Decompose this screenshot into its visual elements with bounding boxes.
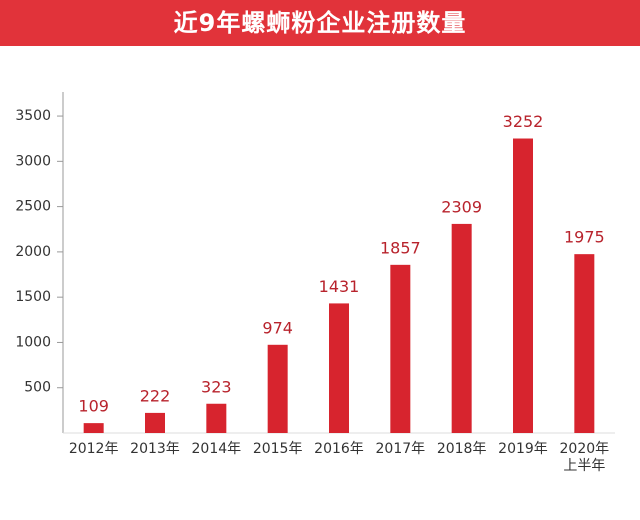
y-tick-label: 1500 xyxy=(15,289,51,305)
bar xyxy=(329,303,349,433)
bar xyxy=(206,403,227,433)
value-label: 109 xyxy=(78,397,109,416)
value-label: 222 xyxy=(140,386,171,405)
y-tick-label: 3500 xyxy=(15,108,51,124)
bar xyxy=(513,138,533,433)
x-tick-label: 2016年 xyxy=(314,441,364,457)
y-tick-label: 2000 xyxy=(15,244,51,260)
x-tick-label: 2020年 上半年 xyxy=(559,441,610,474)
chart-title: 近9年螺蛳粉企业注册数量 xyxy=(0,0,640,46)
bar xyxy=(574,254,595,433)
bar xyxy=(390,264,411,433)
value-label: 974 xyxy=(262,318,293,337)
y-tick-label: 2500 xyxy=(15,199,51,215)
x-tick-label: 2018年 xyxy=(436,441,487,457)
x-tick-label: 2015年 xyxy=(252,441,303,457)
x-tick-label: 2013年 xyxy=(130,441,180,457)
value-label: 323 xyxy=(201,377,232,396)
y-tick-label: 500 xyxy=(24,380,51,396)
x-tick-label: 2019年 xyxy=(498,441,548,457)
bar xyxy=(83,423,104,433)
bar xyxy=(451,223,472,433)
value-label: 1975 xyxy=(564,228,605,247)
bar xyxy=(267,344,288,433)
y-tick-label: 3000 xyxy=(15,153,51,169)
value-label: 1857 xyxy=(380,238,421,257)
x-tick-label: 2017年 xyxy=(375,441,426,457)
x-tick-label: 2014年 xyxy=(191,441,242,457)
value-label: 1431 xyxy=(319,277,360,296)
value-label: 2309 xyxy=(441,197,482,216)
y-tick-label: 1000 xyxy=(15,334,51,350)
x-tick-label: 2012年 xyxy=(68,441,119,457)
value-label: 3252 xyxy=(503,112,544,131)
bar xyxy=(145,412,165,433)
